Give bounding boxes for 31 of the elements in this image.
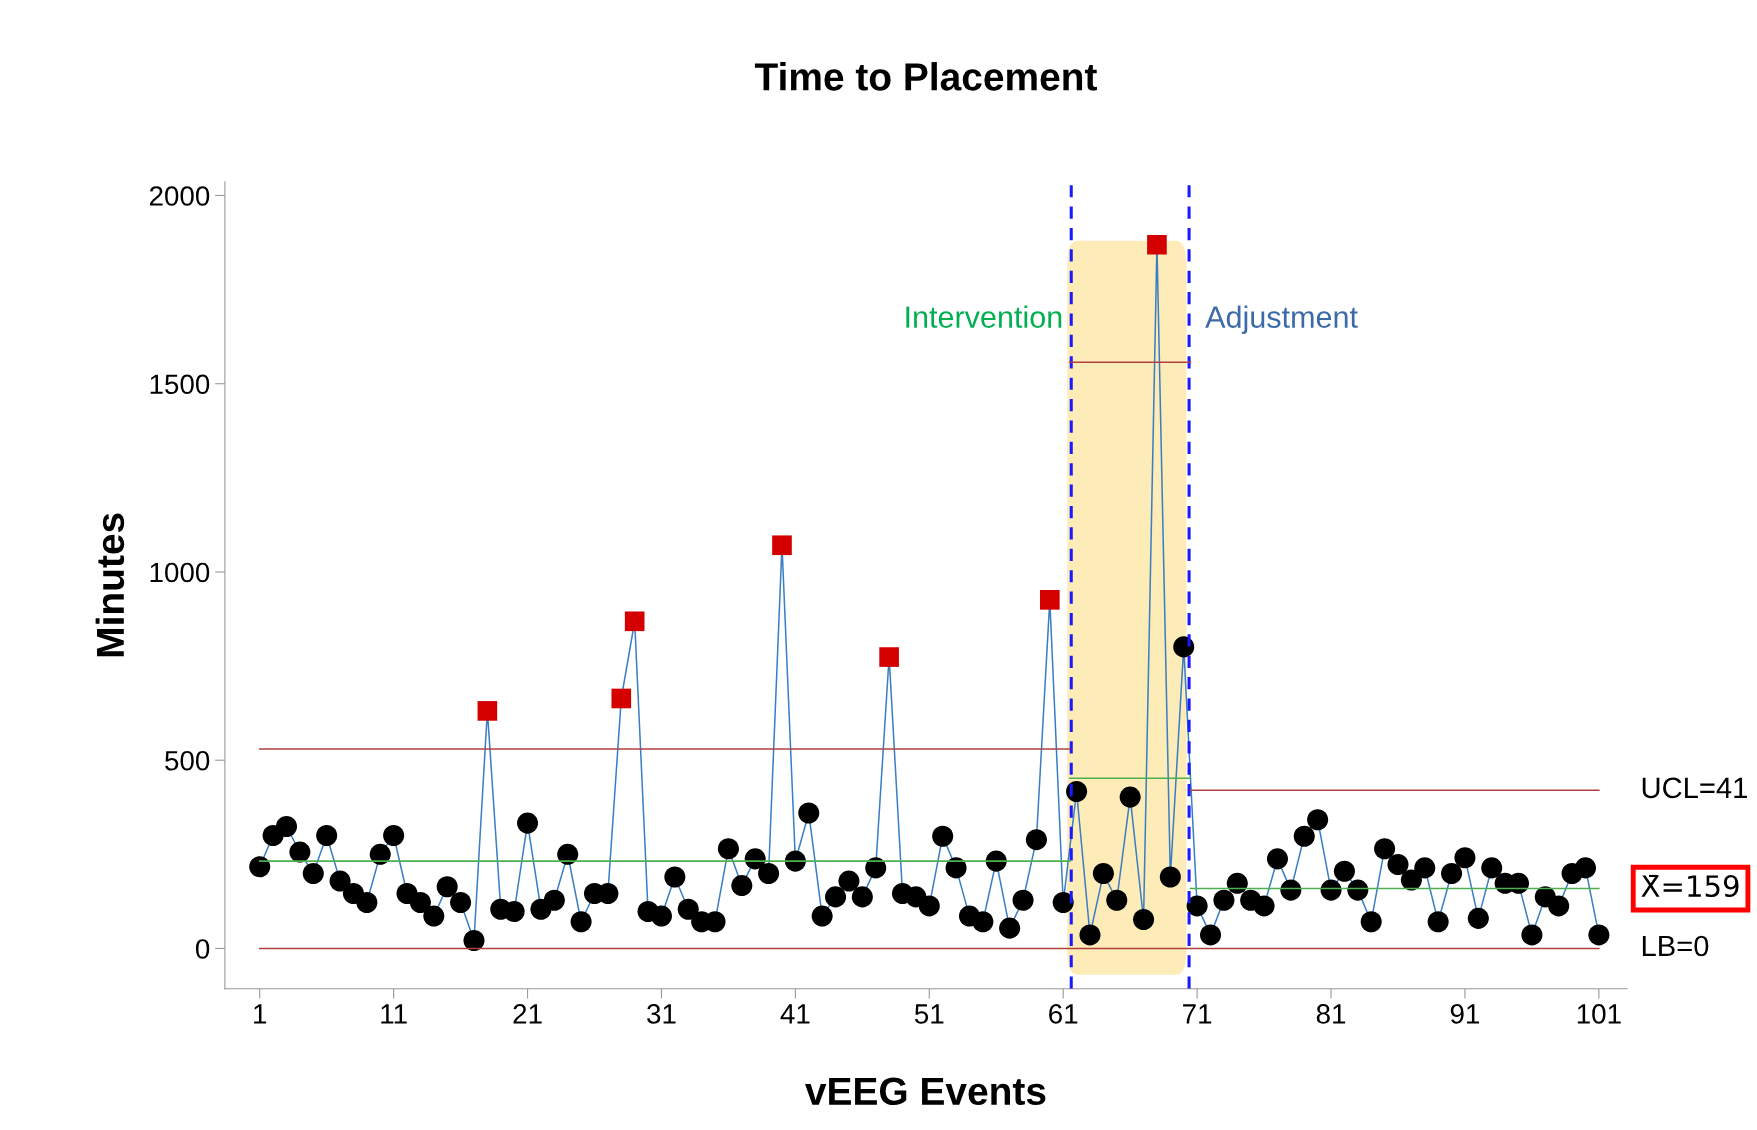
- x-tick-label: 101: [1577, 1004, 1621, 1024]
- x-tick-label: 61: [1049, 1004, 1078, 1024]
- x-tick-label: 71: [1183, 1004, 1212, 1024]
- point: [1147, 234, 1167, 255]
- ref-line-label: Intervention: [906, 305, 1062, 328]
- y-tick-label: 1500: [150, 374, 210, 395]
- ref-line-label: Adjustment: [1205, 305, 1358, 334]
- y-axis-title: Minutes: [95, 513, 125, 657]
- point: [477, 701, 498, 721]
- text: UCL=41: [1642, 777, 1747, 799]
- y-tick-label: 1000: [150, 562, 210, 583]
- y-tick-label: 500: [165, 750, 210, 771]
- point: [611, 688, 632, 709]
- point: [879, 647, 899, 667]
- x-tick-label: 21: [513, 1004, 542, 1024]
- text: X̄=159: [1641, 874, 1739, 898]
- x-tick-label: 91: [1450, 1004, 1480, 1024]
- x-tick-label: 41: [780, 1004, 810, 1024]
- x-axis-title: vEEG Events: [805, 1077, 1046, 1106]
- x-tick-label: 31: [647, 1004, 676, 1024]
- x-tick-label: 1: [254, 1004, 267, 1024]
- point: [772, 535, 792, 556]
- y-tick-label: 0: [195, 939, 210, 959]
- x-tick-label: 51: [914, 1004, 944, 1024]
- text: LB=0: [1642, 935, 1709, 957]
- y-tick-label: 2000: [149, 186, 210, 206]
- point: [624, 611, 645, 632]
- chart-title: Time to Placement: [754, 62, 1097, 91]
- x-tick-label: 11: [381, 1004, 407, 1024]
- x-tick-label: 81: [1316, 1004, 1346, 1024]
- point: [1039, 590, 1060, 610]
